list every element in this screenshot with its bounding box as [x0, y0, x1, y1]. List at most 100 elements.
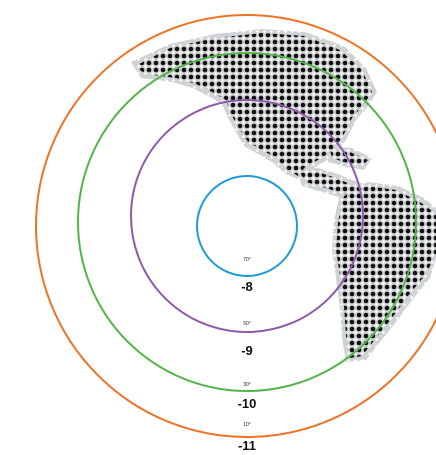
map-dot [398, 33, 404, 38]
map-dot [237, 319, 243, 325]
map-dot [363, 186, 369, 192]
map-dot [377, 242, 383, 248]
map-dot [160, 123, 166, 129]
map-dot [349, 242, 355, 248]
map-dot [419, 33, 425, 38]
map-dot [272, 172, 278, 178]
map-halo-dot [187, 192, 195, 200]
map-dot [328, 270, 334, 276]
map-dot [139, 193, 145, 199]
map-dot [364, 362, 369, 367]
map-dot [167, 144, 173, 150]
map-halo-dot [236, 311, 244, 319]
map-halo-dot [201, 311, 209, 319]
map-dot [258, 249, 264, 255]
map-dot [314, 228, 320, 234]
map-dot [188, 116, 194, 122]
map-dot [321, 340, 327, 346]
map-halo-dot [131, 178, 132, 186]
map-dot [160, 200, 166, 206]
map-halo-dot [166, 108, 174, 116]
map-halo-dot [201, 360, 209, 362]
map-dot [135, 116, 138, 122]
map-dot [265, 81, 271, 87]
map-halo-dot [278, 339, 286, 347]
map-halo-dot [173, 136, 181, 144]
map-halo-dot [201, 87, 209, 95]
map-dot [356, 81, 362, 87]
map-dot [405, 130, 411, 136]
map-dot [272, 277, 278, 283]
map-dot [135, 305, 138, 311]
map-halo-dot [432, 38, 436, 46]
map-dot [202, 333, 208, 339]
map-halo-dot [418, 353, 426, 361]
map-halo-dot [271, 29, 279, 32]
map-dot [272, 256, 278, 262]
map-halo-dot [376, 332, 384, 340]
map-dot [202, 291, 208, 297]
map-dot [328, 214, 334, 220]
map-dot [135, 298, 138, 304]
map-halo-dot [222, 164, 230, 172]
map-halo-dot [159, 143, 167, 151]
map-dot [314, 151, 320, 157]
map-halo-dot [348, 129, 356, 137]
map-dot [272, 193, 278, 199]
map-halo-dot [131, 353, 132, 361]
map-dot [370, 298, 376, 304]
map-dot [377, 298, 383, 304]
map-halo-dot [404, 136, 412, 144]
map-dot [258, 312, 264, 318]
map-halo-dot [418, 276, 426, 284]
map-halo-dot [194, 129, 202, 137]
map-halo-dot [145, 346, 153, 354]
map-dot [223, 186, 229, 192]
map-dot [272, 186, 278, 192]
map-dot [265, 312, 271, 318]
map-halo-dot [411, 73, 419, 81]
map-halo-dot [187, 80, 195, 88]
map-halo-dot [369, 353, 377, 361]
map-dot [188, 130, 194, 136]
map-dot [146, 109, 152, 115]
map-dot [349, 33, 355, 38]
map-halo-dot [138, 122, 146, 130]
map-dot [356, 340, 362, 346]
map-halo-dot [313, 290, 321, 298]
map-dot [356, 53, 362, 59]
map-dot [202, 186, 208, 192]
map-halo-dot [327, 227, 335, 235]
map-dot [293, 333, 299, 339]
map-dot [307, 207, 313, 213]
map-dot [126, 33, 131, 38]
map-dot [126, 320, 131, 325]
map-dot [251, 249, 257, 255]
map-dot [349, 235, 355, 241]
map-halo-dot [418, 192, 426, 200]
map-dot [391, 214, 397, 220]
map-halo-dot [180, 255, 188, 263]
map-dot [175, 362, 180, 367]
map-dot [328, 228, 334, 234]
map-halo-dot [341, 339, 349, 347]
map-dot [405, 333, 411, 339]
map-halo-dot [418, 94, 426, 102]
map-halo-dot [362, 150, 370, 158]
map-halo-dot [152, 318, 160, 326]
map-dot [398, 214, 404, 220]
map-dot [328, 95, 334, 101]
map-halo-dot [180, 199, 188, 207]
map-halo-dot [236, 136, 244, 144]
map-halo-dot [208, 234, 216, 242]
map-dot [405, 81, 411, 87]
map-halo-dot [187, 262, 195, 270]
map-dot [135, 33, 138, 38]
map-dot [153, 263, 159, 269]
map-halo-dot [404, 108, 412, 116]
map-dot [244, 123, 250, 129]
map-dot [188, 326, 194, 332]
map-dot [139, 214, 145, 220]
map-dot [181, 347, 187, 353]
map-dot [230, 284, 236, 290]
